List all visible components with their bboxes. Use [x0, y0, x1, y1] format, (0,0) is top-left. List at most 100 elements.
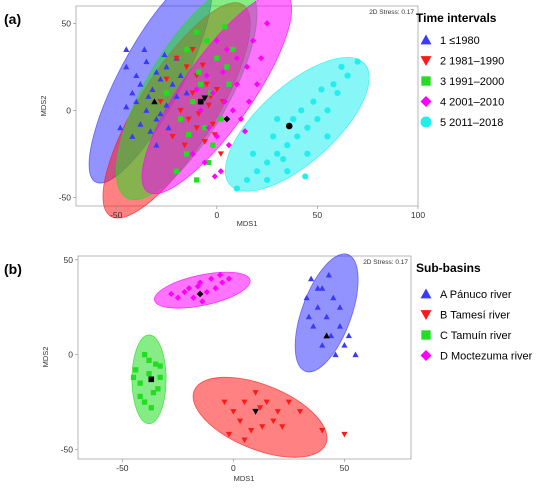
legend-label-2-1981-1990: 2 1981–1990 — [440, 56, 504, 68]
point-2-1981-1990 — [173, 55, 180, 62]
point-2-1981-1990 — [201, 139, 208, 145]
point-d-moctezuma-river — [225, 275, 233, 282]
point-5-2011-2018 — [344, 72, 351, 79]
point-2-1981-1990 — [211, 132, 218, 138]
point-4-2001-2010 — [201, 159, 208, 166]
y-tick-label: -50 — [61, 445, 74, 455]
point-5-2011-2018 — [264, 176, 271, 184]
point-b-tames-river — [263, 399, 270, 406]
point-c-tamu-n-river — [137, 380, 143, 386]
point-5-2011-2018 — [270, 133, 277, 140]
point-d-moctezuma-river — [208, 275, 215, 282]
point-c-tamu-n-river — [141, 352, 148, 358]
point-5-2011-2018 — [290, 115, 297, 123]
point-3-1991-2000 — [202, 125, 208, 131]
point-a-p-nuco-river — [319, 285, 326, 291]
legend-marker-d-moctezuma-river — [420, 350, 432, 361]
point-3-1991-2000 — [230, 46, 236, 53]
point-3-1991-2000 — [226, 81, 232, 87]
point-4-2001-2010 — [245, 98, 253, 105]
point-3-1991-2000 — [206, 159, 212, 166]
point-a-p-nuco-river — [345, 332, 352, 339]
point-2-1981-1990 — [185, 116, 192, 123]
point-5-2011-2018 — [233, 185, 241, 192]
point-c-tamu-n-river — [141, 399, 148, 405]
point-d-moctezuma-river — [219, 279, 226, 286]
centroid-c-tamu-n-river — [148, 376, 155, 383]
point-5-2011-2018 — [304, 124, 311, 131]
point-5-2011-2018 — [274, 115, 281, 123]
legend-marker-3-1991-2000 — [421, 76, 431, 86]
point-a-p-nuco-river — [308, 275, 315, 282]
point-b-tames-river — [341, 431, 348, 438]
x-tick-label: 50 — [313, 210, 323, 220]
series-group-b — [130, 253, 359, 458]
legend-label-b-tames-river: B Tamesí river — [440, 310, 510, 322]
point-a-p-nuco-river — [352, 351, 359, 358]
point-b-tames-river — [296, 409, 304, 415]
x-tick-label: -50 — [110, 210, 123, 220]
point-1-1980 — [157, 75, 164, 82]
point-1-1980 — [163, 63, 170, 70]
point-4-2001-2010 — [219, 68, 226, 76]
point-1-1980 — [141, 46, 148, 52]
point-5-2011-2018 — [298, 107, 305, 114]
point-2-1981-1990 — [169, 133, 176, 140]
point-a-p-nuco-river — [341, 342, 348, 348]
point-4-2001-2010 — [221, 98, 228, 105]
point-3-1991-2000 — [198, 81, 204, 87]
point-4-2001-2010 — [193, 86, 200, 93]
legend-marker-5-2011-2018 — [420, 116, 432, 128]
point-c-tamu-n-river — [155, 386, 161, 392]
point-b-tames-river — [256, 405, 264, 411]
stress-label-a: 2D Stress: 0.17 — [369, 9, 414, 16]
point-5-2011-2018 — [253, 168, 261, 175]
legend-label-a-p-nuco-river: A Pánuco river — [440, 289, 512, 301]
point-3-1991-2000 — [204, 38, 210, 44]
point-d-moctezuma-river — [199, 298, 206, 305]
point-5-2011-2018 — [310, 98, 317, 105]
legend-marker-4-2001-2010 — [420, 96, 432, 107]
point-4-2001-2010 — [213, 133, 220, 140]
point-4-2001-2010 — [197, 107, 204, 114]
legend-marker-1-1980 — [420, 34, 432, 45]
point-2-1981-1990 — [209, 121, 216, 128]
point-1-1980 — [145, 93, 152, 99]
point-3-1991-2000 — [177, 116, 184, 122]
legend-title-b: Sub-basins — [416, 261, 481, 275]
point-1-1980 — [123, 46, 130, 52]
ellipse-5-2011-2018 — [224, 56, 370, 192]
point-1-1980 — [143, 107, 150, 113]
point-4-2001-2010 — [241, 128, 249, 135]
centroid-d-moctezuma-river — [196, 290, 204, 298]
point-2-1981-1990 — [205, 102, 212, 109]
point-4-2001-2010 — [205, 124, 212, 131]
y-tick-label: 0 — [66, 105, 71, 115]
point-b-tames-river — [248, 428, 255, 434]
point-d-moctezuma-river — [190, 294, 197, 301]
point-b-tames-river — [270, 418, 277, 425]
point-1-1980 — [153, 115, 160, 122]
point-c-tamu-n-river — [137, 393, 143, 400]
point-a-p-nuco-river — [305, 313, 312, 320]
point-2-1981-1990 — [189, 90, 196, 97]
point-2-1981-1990 — [163, 76, 170, 83]
point-3-1991-2000 — [173, 168, 180, 174]
point-4-2001-2010 — [189, 150, 196, 157]
y-axis-label-a: MDS2 — [39, 96, 48, 117]
point-4-2001-2010 — [223, 46, 230, 53]
centroid-5-2011-2018 — [285, 122, 293, 130]
point-1-1980 — [157, 110, 164, 117]
x-axis-label-a: MDS1 — [237, 219, 258, 228]
point-2-1981-1990 — [189, 46, 196, 53]
point-d-moctezuma-river — [174, 294, 181, 301]
point-a-p-nuco-river — [319, 342, 326, 348]
centroid-2-1981-1990 — [201, 95, 209, 102]
point-b-tames-river — [241, 399, 248, 406]
point-2-1981-1990 — [181, 142, 188, 149]
point-3-1991-2000 — [184, 151, 190, 157]
point-1-1980 — [133, 98, 140, 105]
point-c-tamu-n-river — [133, 367, 139, 373]
point-5-2011-2018 — [304, 150, 311, 157]
